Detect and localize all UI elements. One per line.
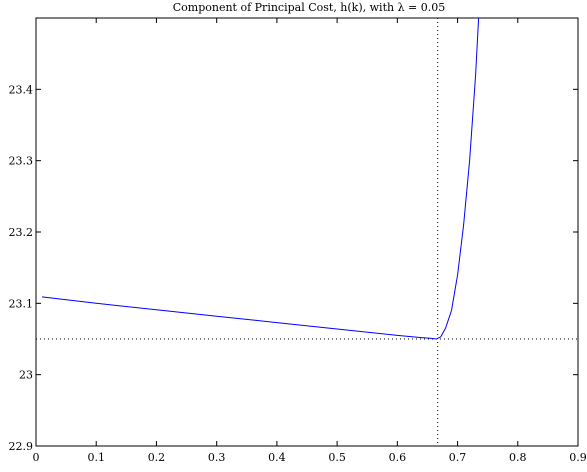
series-line	[41, 18, 480, 340]
y-tick-label: 23.2	[9, 226, 34, 239]
x-tick-label: 0.9	[569, 451, 587, 464]
y-tick-label: 23.4	[9, 83, 34, 96]
x-tick-label: 0	[33, 451, 40, 464]
y-tick-label: 23	[19, 369, 33, 382]
x-tick-label: 0.8	[509, 451, 527, 464]
x-tick-label: 0.2	[148, 451, 166, 464]
x-tick-label: 0.6	[389, 451, 407, 464]
x-tick-label: 0.1	[87, 451, 105, 464]
y-tick-label: 23.1	[9, 297, 34, 310]
y-tick-label: 22.9	[9, 440, 34, 453]
x-tick-label: 0.7	[449, 451, 467, 464]
axes-box	[35, 17, 579, 447]
plot-area: 0 0.1 0.2 0.3 0.4 0.5 0.6 0.7 0.8 0.9 22.9 23 23.1 23…	[9, 17, 587, 464]
x-tick-label: 0.3	[208, 451, 226, 464]
y-tick-label: 23.3	[9, 155, 34, 168]
chart-title: Component of Principal Cost, h(k), with …	[173, 1, 446, 14]
x-tick-label: 0.4	[268, 451, 286, 464]
x-tick-label: 0.5	[328, 451, 346, 464]
